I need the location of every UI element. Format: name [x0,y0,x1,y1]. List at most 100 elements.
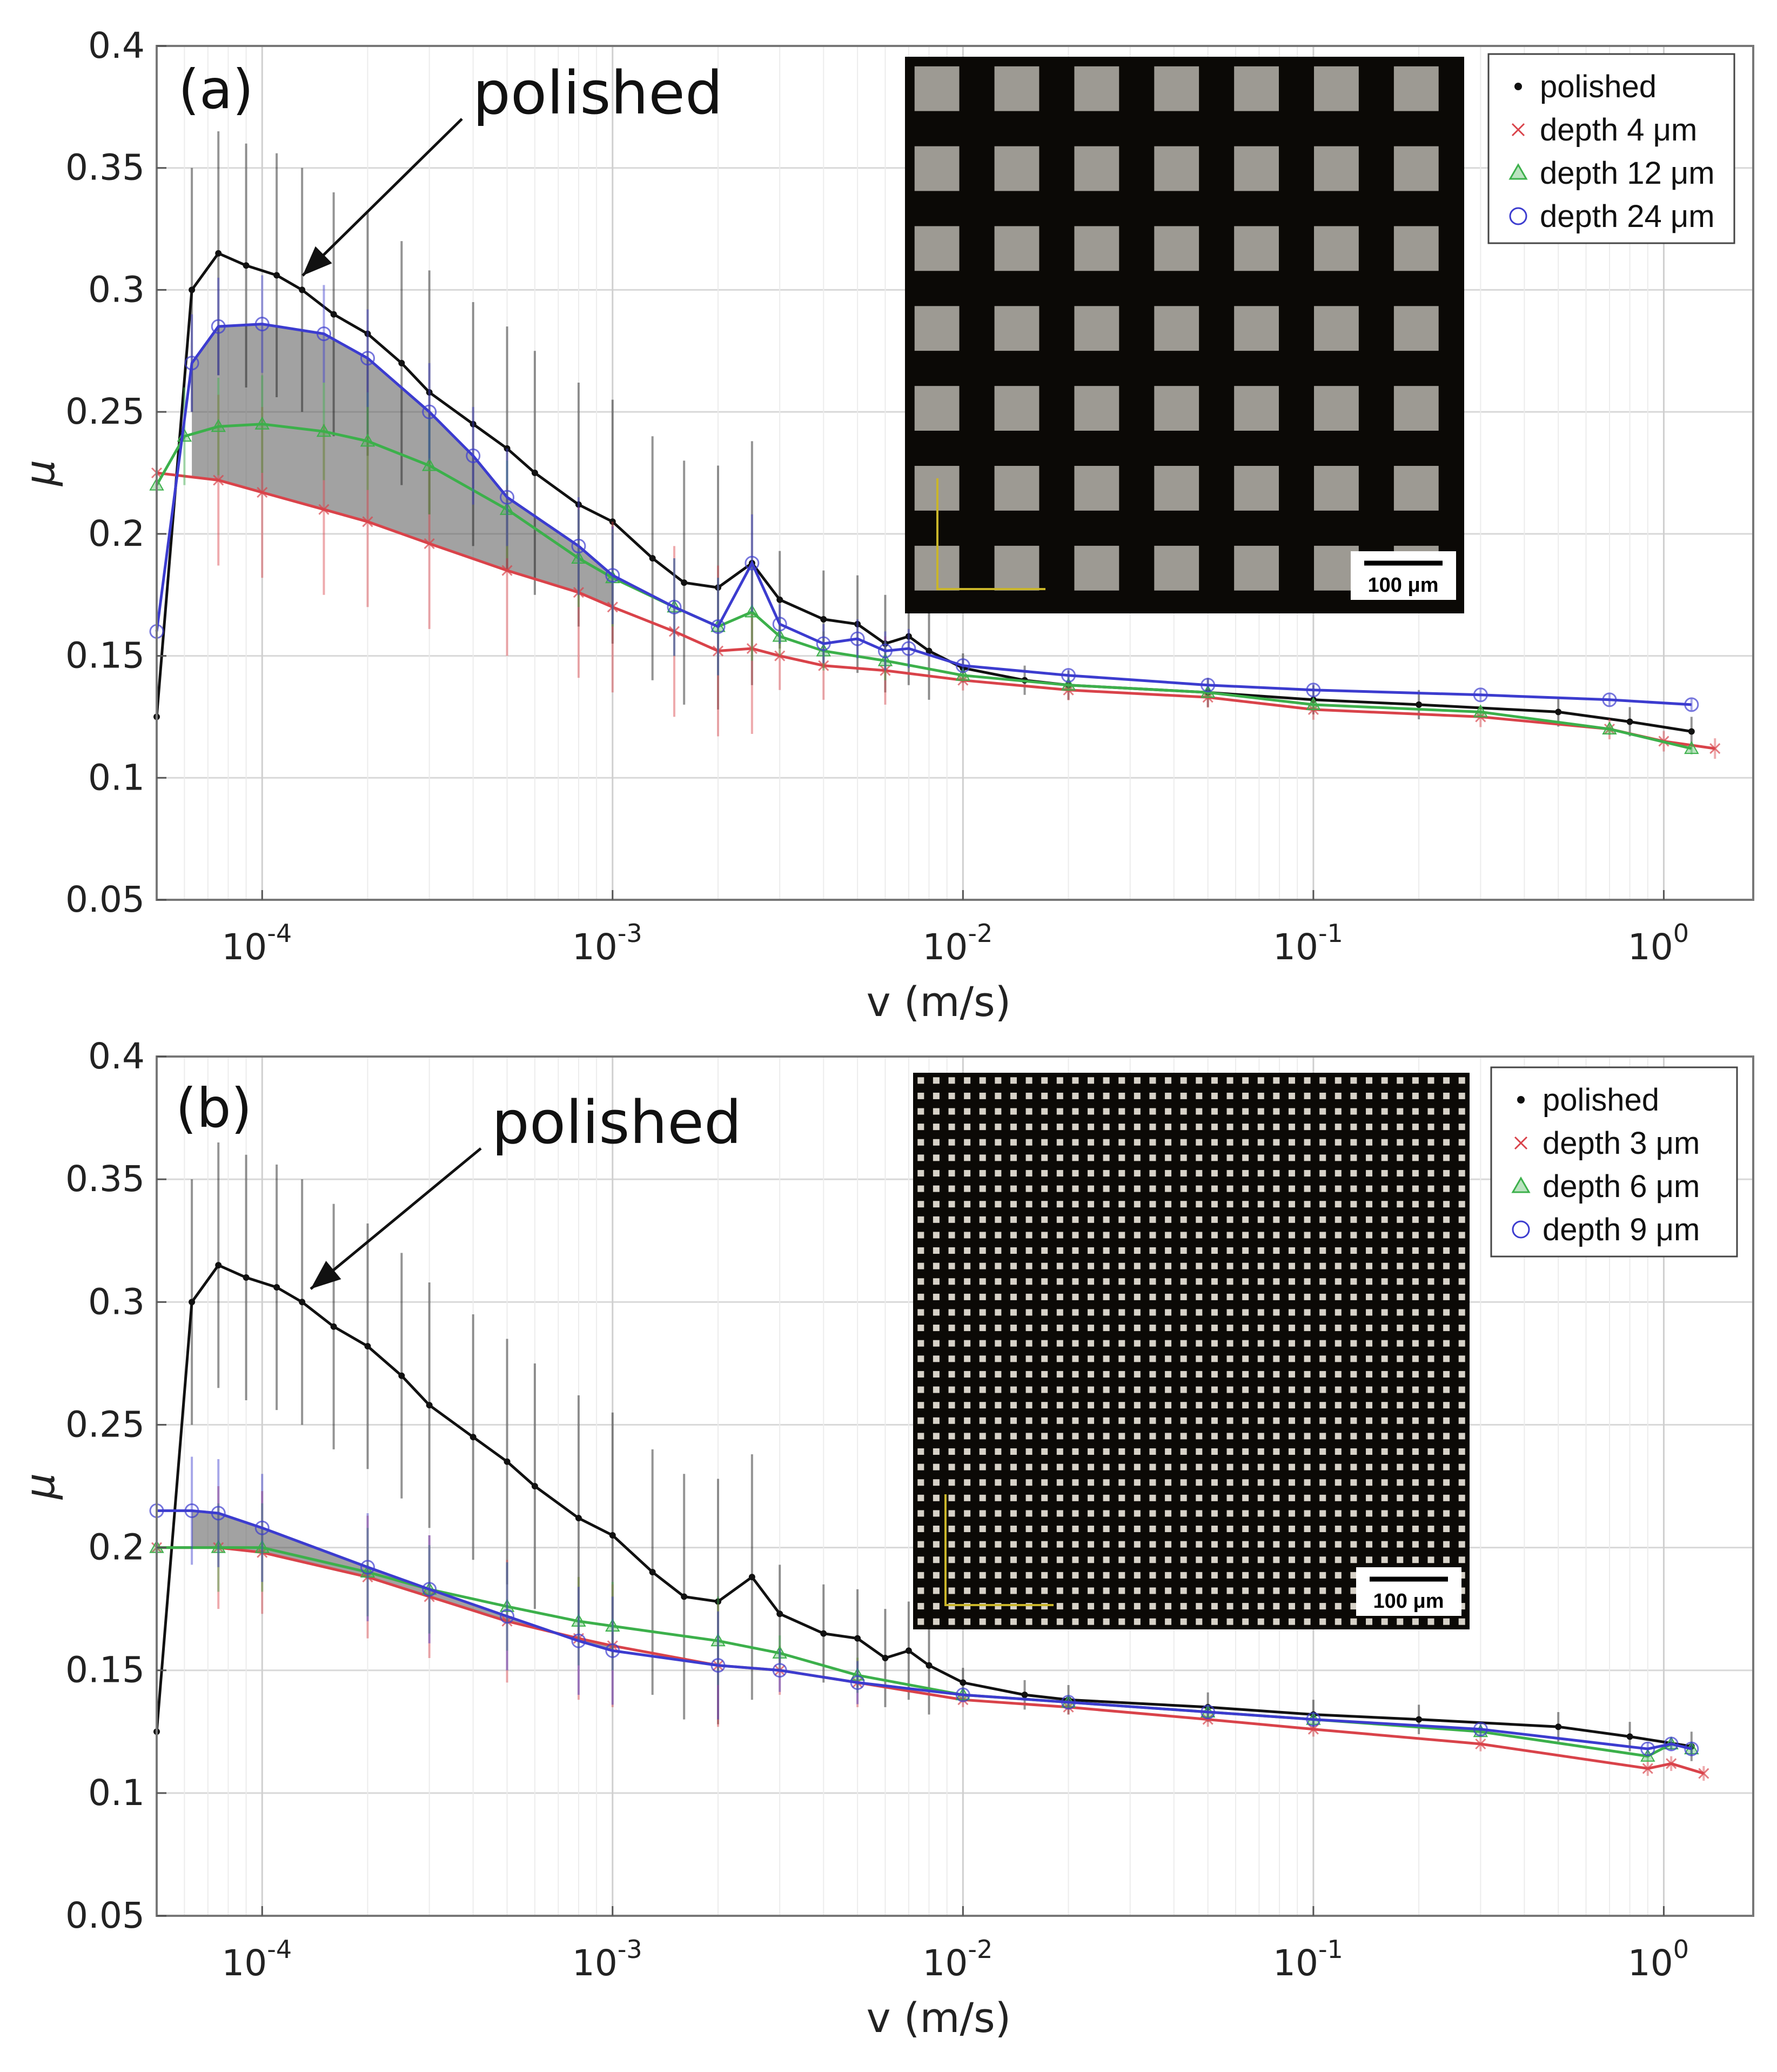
inset-pattern-cell [1319,1185,1326,1192]
inset-pattern-cell [948,1417,955,1424]
inset-pattern-cell [1010,1216,1017,1223]
inset-pattern-cell [1458,1402,1465,1409]
inset-pattern-cell [1165,1124,1172,1131]
inset-pattern-cell [1427,1556,1434,1563]
inset-pattern-cell [994,466,1040,511]
inset-pattern-cell [1134,1216,1141,1223]
inset-background [913,1073,1470,1629]
data-point [504,445,511,452]
inset-pattern-cell [1165,1185,1172,1192]
inset-pattern-cell [1088,1340,1095,1347]
inset-pattern-cell [1025,1262,1032,1269]
inset-pattern-cell [917,1448,924,1455]
inset-pattern-cell [1149,1124,1156,1131]
inset-pattern-cell [1211,1309,1218,1316]
inset-pattern-cell [1088,1293,1095,1300]
inset-pattern-cell [1041,1278,1048,1285]
inset-pattern-cell [979,1092,986,1099]
inset-pattern-cell [1165,1169,1172,1177]
inset-pattern-cell [1319,1417,1326,1424]
inset-pattern-cell [1319,1587,1326,1594]
data-point [575,1515,582,1522]
inset-pattern-cell [995,1216,1002,1223]
inset-pattern-cell [1273,1169,1280,1177]
series-line [155,323,1692,706]
inset-pattern-cell [914,306,960,351]
inset-pattern-cell [995,1386,1002,1393]
y-tick-label: 0.15 [65,635,145,677]
inset-pattern-cell [1165,1340,1172,1347]
data-point [748,1574,755,1581]
inset-pattern-cell [1273,1092,1280,1099]
panel-label: (a) [178,58,253,121]
inset-pattern-cell [979,1340,986,1347]
y-tick-label: 0.25 [65,1403,145,1445]
data-point [712,645,724,657]
inset-pattern-cell [995,1139,1002,1146]
x-tick-base: 10 [572,926,618,968]
x-tick-base: 10 [222,1942,267,1984]
inset-pattern-cell [1273,1262,1280,1269]
inset-pattern-cell [1335,1309,1342,1316]
inset-pattern-cell [1350,1510,1357,1517]
inset-pattern-cell [1335,1232,1342,1239]
inset-pattern-cell [995,1526,1002,1533]
inset-pattern-cell [1458,1463,1465,1471]
inset-pattern-cell [917,1618,924,1625]
inset-pattern-cell [1257,1124,1264,1131]
data-point [211,419,226,432]
data-point [215,1262,222,1269]
inset-pattern-cell [1103,1169,1110,1177]
inset-pattern-cell [1088,1603,1095,1610]
inset-pattern-cell [1196,1494,1203,1501]
inset-pattern-cell [1381,1169,1388,1177]
inset-pattern-cell [1226,1139,1233,1146]
inset-pattern-cell [1072,1201,1079,1208]
inset-pattern-cell [1257,1463,1264,1471]
inset-pattern-cell [1134,1417,1141,1424]
inset-pattern-cell [1010,1262,1017,1269]
inset-pattern-cell [1381,1541,1388,1548]
data-point [772,1663,787,1678]
inset-pattern-cell [1010,1124,1017,1131]
inset-pattern-cell [1273,1541,1280,1548]
inset-pattern-cell [1180,1169,1187,1177]
inset-pattern-cell [1196,1169,1203,1177]
inset-pattern-cell [1118,1293,1125,1300]
inset-pattern-cell [979,1603,986,1610]
data-point [1061,668,1076,683]
inset-pattern-cell [1196,1448,1203,1455]
inset-pattern-cell [1335,1386,1342,1393]
legend-label: polished [1540,69,1657,104]
inset-pattern-cell [1427,1293,1434,1300]
inset-pattern-cell [1165,1463,1172,1471]
inset-pattern-cell [1427,1077,1434,1084]
inset-pattern-cell [1211,1479,1218,1486]
inset-pattern-cell [1010,1556,1017,1563]
inset-pattern-cell [1458,1278,1465,1285]
panel-a: 0.050.10.150.20.250.30.350.410-4 10-3 10-2… [16,25,1754,1026]
inset-pattern-cell [1350,1526,1357,1533]
inset-pattern-cell [1273,1293,1280,1300]
inset-pattern-cell [1257,1572,1264,1579]
inset-pattern-cell [1072,1510,1079,1517]
inset-pattern-cell [1427,1278,1434,1285]
inset-pattern-cell [1397,1618,1404,1625]
inset-pattern-cell [933,1587,940,1594]
inset-pattern-cell [1103,1185,1110,1192]
data-point [776,1610,783,1618]
inset-pattern-cell [1072,1587,1079,1594]
inset-pattern-cell [1335,1541,1342,1548]
inset-pattern-cell [1180,1448,1187,1455]
inset-pattern-cell [1397,1278,1404,1285]
inset-pattern-cell [1288,1092,1295,1099]
inset-pattern-cell [1304,1479,1311,1486]
inset-pattern-cell [948,1448,955,1455]
inset-pattern-cell [1288,1185,1295,1192]
inset-pattern-cell [1366,1077,1373,1084]
y-tick-label: 0.1 [88,757,145,798]
inset-pattern-cell [1242,1572,1249,1579]
inset-pattern-cell [1381,1386,1388,1393]
inset-pattern-cell [1427,1247,1434,1254]
inset-pattern-cell [1149,1309,1156,1316]
